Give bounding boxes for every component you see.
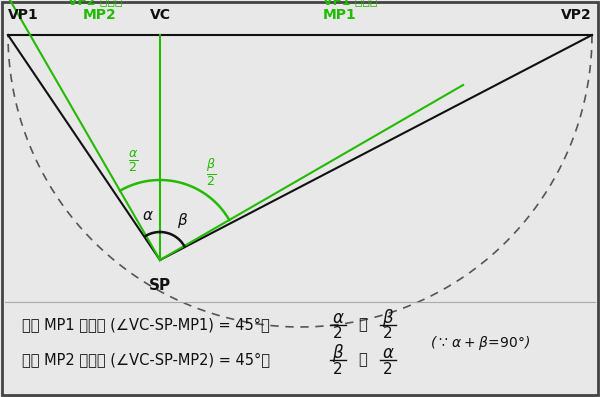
Text: MP2: MP2 <box>83 8 117 22</box>
Text: $\frac{\alpha}{2}$: $\frac{\alpha}{2}$ <box>128 148 139 174</box>
Text: $\alpha$: $\alpha$ <box>382 344 394 362</box>
Text: 2: 2 <box>333 362 343 376</box>
Text: MP1: MP1 <box>323 8 357 22</box>
Text: 2: 2 <box>383 326 393 341</box>
Text: 2: 2 <box>383 362 393 376</box>
Text: VP1: VP1 <box>8 8 39 22</box>
Text: ＝: ＝ <box>358 353 367 368</box>
Text: 測点 MP1 の角度 (∠VC-SP-MP1) = 45°－: 測点 MP1 の角度 (∠VC-SP-MP1) = 45°－ <box>22 318 270 333</box>
Text: $\beta$: $\beta$ <box>382 307 394 329</box>
Text: $\alpha$: $\alpha$ <box>332 309 344 327</box>
Text: VP2: VP2 <box>561 8 592 22</box>
Text: ($\because\,\alpha+\beta\!=\!90°$): ($\because\,\alpha+\beta\!=\!90°$) <box>430 333 530 351</box>
Text: 2: 2 <box>333 326 343 341</box>
Text: VC: VC <box>149 8 170 22</box>
Text: SP: SP <box>149 278 171 293</box>
Text: VP2 の測点: VP2 の測点 <box>68 0 122 8</box>
Text: ＝: ＝ <box>358 318 367 333</box>
Text: 測点 MP2 の角度 (∠VC-SP-MP2) = 45°－: 測点 MP2 の角度 (∠VC-SP-MP2) = 45°－ <box>22 353 270 368</box>
Text: $\frac{\beta}{2}$: $\frac{\beta}{2}$ <box>206 156 216 187</box>
Text: $\beta$: $\beta$ <box>178 211 188 229</box>
Text: VP1 の測点: VP1 の測点 <box>323 0 377 8</box>
Text: $\alpha$: $\alpha$ <box>142 208 154 223</box>
Text: $\beta$: $\beta$ <box>332 342 344 364</box>
